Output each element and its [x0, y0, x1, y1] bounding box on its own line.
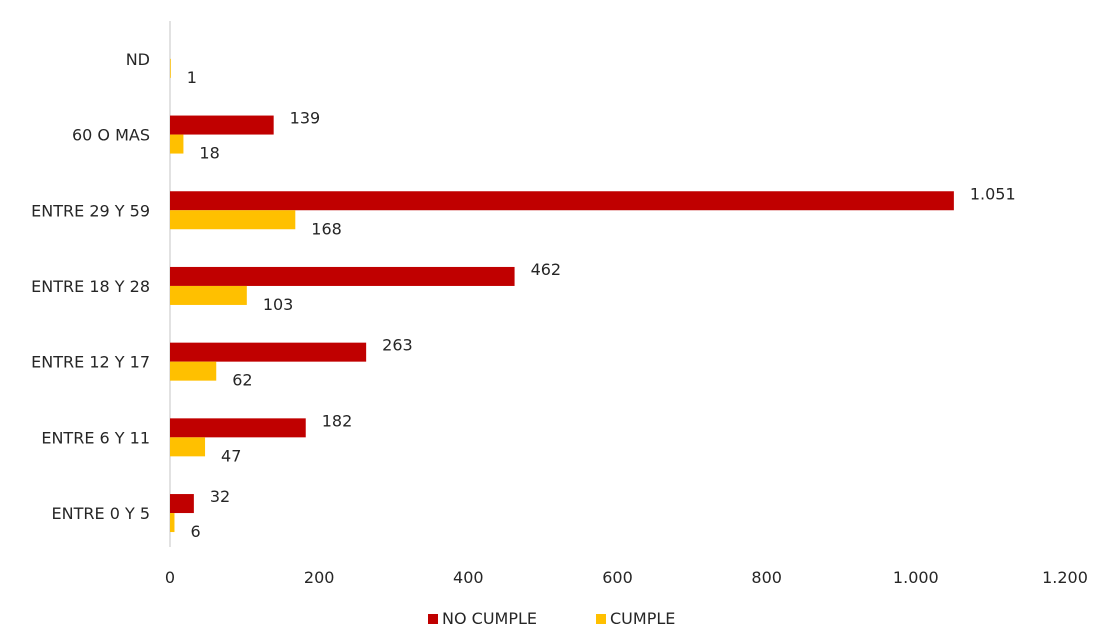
bar-cumple-nd	[170, 58, 171, 78]
category-label-entre-18-y-28: ENTRE 18 Y 28	[31, 277, 150, 296]
x-tick-label-400: 400	[453, 568, 484, 587]
category-label-60-o-mas: 60 O MAS	[72, 126, 150, 145]
data-label-cumple-nd: 1	[187, 68, 197, 87]
category-label-entre-12-y-17: ENTRE 12 Y 17	[31, 353, 150, 372]
bar-no-cumple-entre-12-y-17	[170, 342, 367, 362]
x-tick-labels-layer: 0 200 400 600 800 1.000 1.200	[165, 568, 1088, 587]
data-label-no-cumple-entre-0-y-5: 32	[210, 487, 230, 506]
bar-cumple-entre-6-y-11	[170, 437, 206, 457]
legend: NO CUMPLE CUMPLE	[428, 609, 675, 628]
x-tick-label-600: 600	[602, 568, 633, 587]
legend-swatch-no-cumple	[428, 614, 438, 624]
x-tick-label-200: 200	[304, 568, 335, 587]
bar-cumple-entre-12-y-17	[170, 361, 217, 381]
bar-no-cumple-entre-6-y-11	[170, 418, 306, 438]
data-label-no-cumple-entre-12-y-17: 263	[382, 336, 413, 355]
x-tick-label-0: 0	[165, 568, 175, 587]
category-label-nd: ND	[126, 50, 150, 69]
data-label-no-cumple-60-o-mas: 139	[290, 109, 321, 128]
legend-label-cumple: CUMPLE	[610, 609, 675, 628]
x-tick-label-1-000: 1.000	[893, 568, 939, 587]
x-tick-label-800: 800	[751, 568, 782, 587]
category-label-entre-6-y-11: ENTRE 6 Y 11	[41, 428, 150, 447]
category-label-entre-29-y-59: ENTRE 29 Y 59	[31, 201, 150, 220]
data-label-no-cumple-entre-6-y-11: 182	[322, 411, 353, 430]
x-tick-label-1-200: 1.200	[1042, 568, 1088, 587]
bar-cumple-entre-29-y-59	[170, 210, 296, 230]
bars-layer	[170, 58, 954, 533]
legend-swatch-cumple	[596, 614, 606, 624]
category-labels-layer: ENTRE 0 Y 5 ENTRE 6 Y 11 ENTRE 12 Y 17 ENTR…	[31, 50, 150, 523]
bar-no-cumple-entre-29-y-59	[170, 191, 954, 211]
data-labels-layer: 32 6 182 47 263 62 462 103 1.051 168 139 18 1	[187, 68, 1016, 541]
bar-no-cumple-entre-0-y-5	[170, 494, 194, 514]
data-label-cumple-entre-29-y-59: 168	[311, 219, 342, 238]
bar-cumple-entre-0-y-5	[170, 513, 175, 533]
bar-cumple-entre-18-y-28	[170, 285, 247, 305]
bar-no-cumple-60-o-mas	[170, 115, 274, 135]
data-label-cumple-entre-0-y-5: 6	[190, 522, 200, 541]
data-label-cumple-60-o-mas: 18	[199, 144, 219, 163]
category-label-entre-0-y-5: ENTRE 0 Y 5	[52, 504, 150, 523]
data-label-no-cumple-entre-29-y-59: 1.051	[970, 184, 1016, 203]
bar-cumple-60-o-mas	[170, 134, 184, 154]
data-label-cumple-entre-6-y-11: 47	[221, 446, 241, 465]
data-label-cumple-entre-12-y-17: 62	[232, 371, 252, 390]
data-label-cumple-entre-18-y-28: 103	[263, 295, 294, 314]
data-label-no-cumple-entre-18-y-28: 462	[531, 260, 562, 279]
legend-label-no-cumple: NO CUMPLE	[442, 609, 537, 628]
bar-no-cumple-entre-18-y-28	[170, 266, 515, 286]
